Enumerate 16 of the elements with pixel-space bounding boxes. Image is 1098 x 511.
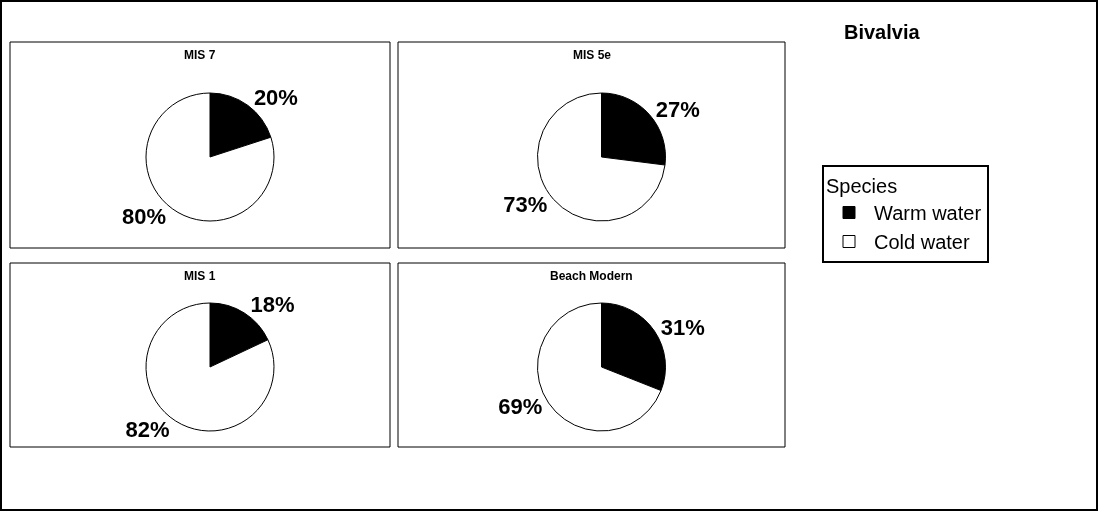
data-label: 73% — [503, 192, 548, 218]
legend-label: Warm water — [874, 202, 982, 225]
text: Bivalvia — [844, 21, 921, 43]
chart-title: Beach Modern — [550, 269, 633, 283]
chart-title: MIS 7 — [184, 48, 216, 62]
legend-label: Cold water — [874, 231, 970, 254]
data-label: 20% — [253, 84, 298, 110]
chart-title: MIS 5e — [573, 48, 612, 62]
data-label: 31% — [660, 314, 705, 340]
data-label: 80% — [122, 204, 167, 230]
chart-title: MIS 1 — [184, 269, 216, 283]
data-label: 27% — [655, 96, 700, 122]
legend-title: Species — [826, 175, 898, 197]
data-label: 82% — [125, 417, 170, 443]
data-label: 18% — [250, 291, 295, 317]
data-label: 69% — [498, 394, 543, 420]
